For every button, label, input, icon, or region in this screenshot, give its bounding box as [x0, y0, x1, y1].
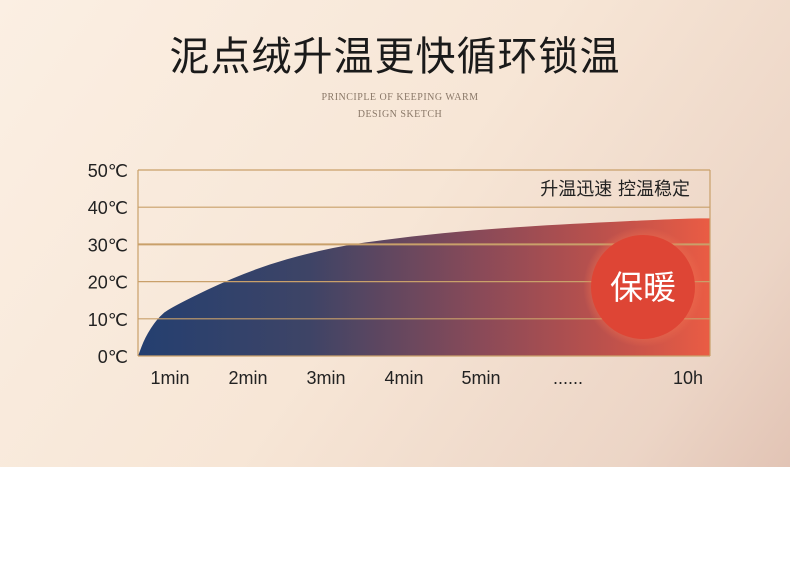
warmth-badge	[591, 235, 695, 339]
y-tick-label: 0℃	[98, 347, 128, 367]
y-tick-label: 10℃	[88, 310, 128, 330]
x-tick-label: 2min	[228, 368, 267, 388]
x-tick-label: 4min	[384, 368, 423, 388]
x-tick-label: 3min	[306, 368, 345, 388]
page-title: 泥点绒升温更快循环锁温	[169, 34, 621, 80]
x-tick-label: ......	[553, 368, 583, 388]
y-tick-label: 20℃	[88, 273, 128, 293]
x-tick-label: 10h	[673, 368, 703, 388]
x-tick-label: 1min	[150, 368, 189, 388]
y-tick-label: 30℃	[88, 235, 128, 255]
x-tick-label: 5min	[461, 368, 500, 388]
y-tick-label: 50℃	[88, 161, 128, 181]
temperature-area	[138, 218, 710, 356]
temperature-chart: 0℃ 10℃ 20℃ 30℃ 40℃ 50℃ 1min 2min 3min 4min 5min..…	[88, 161, 711, 388]
warmth-badge-label: 保暖	[610, 268, 676, 307]
subtitle-line-1: PRINCIPLE OF KEEPING WARM	[321, 92, 479, 103]
y-tick-label: 40℃	[88, 198, 128, 218]
subtitle-line-2: DESIGN SKETCH	[357, 109, 443, 120]
chart-annotation: 升温迅速 控温稳定	[540, 179, 690, 200]
